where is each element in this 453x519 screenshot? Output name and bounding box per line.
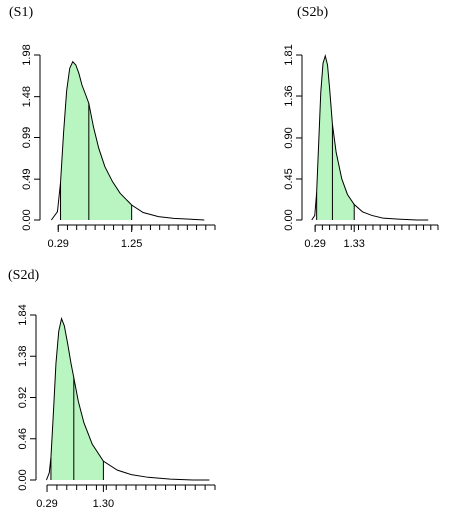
y-tick-label-2: 0.99: [21, 127, 33, 148]
y-tick-label-2: 0.92: [17, 387, 29, 408]
y-tick-label-0: 0.00: [21, 209, 33, 230]
panel-label-s2d: (S2d): [8, 268, 40, 283]
shaded-area: [60, 61, 132, 220]
density-curve: [311, 54, 429, 221]
shaded-area: [316, 55, 355, 220]
y-tick-label-4: 1.81: [283, 44, 295, 65]
y-tick-label-3: 1.36: [283, 85, 295, 106]
chart-s2d: 0.00 0.46 0.92 1.38 1.84 0.29 1.30: [17, 304, 216, 510]
y-tick-label-4: 1.98: [21, 44, 33, 65]
density-curve: [45, 316, 210, 481]
panel-label-s1: (S1): [9, 5, 34, 20]
shaded-area: [50, 318, 104, 480]
panel-label-s2b: (S2b): [297, 5, 329, 20]
y-tick-label-3: 1.48: [21, 86, 33, 107]
x-tick-label-1: 1.30: [93, 498, 114, 510]
x-tick-label-0: 0.29: [304, 238, 325, 250]
y-tick-label-0: 0.00: [17, 469, 29, 490]
y-tick-label-0: 0.00: [283, 209, 295, 230]
y-tick-label-1: 0.46: [17, 428, 29, 449]
chart-s2b: 0.00 0.45 0.90 1.36 1.81 0.29 1.33: [283, 44, 439, 250]
x-tick-label-1: 1.33: [344, 238, 365, 250]
y-tick-label-1: 0.49: [21, 168, 33, 189]
chart-s1: 0.00 0.49 0.99 1.48 1.98 0.29 1.25: [21, 44, 216, 250]
x-tick-label-0: 0.29: [36, 498, 57, 510]
x-tick-label-0: 0.29: [48, 238, 69, 250]
y-tick-label-2: 0.90: [283, 127, 295, 148]
y-tick-label-1: 0.45: [283, 168, 295, 189]
y-tick-label-3: 1.38: [17, 346, 29, 367]
y-tick-label-4: 1.84: [17, 304, 29, 325]
x-tick-label-1: 1.25: [121, 238, 142, 250]
